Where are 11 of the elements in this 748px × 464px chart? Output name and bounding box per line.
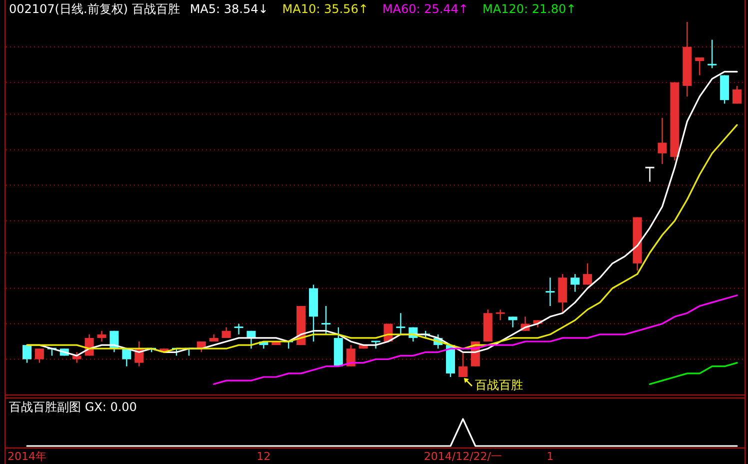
text: MA120: 21.80↑ — [482, 2, 576, 16]
chart-title: 002107(日线.前复权) 百战百胜 — [9, 2, 180, 16]
text: MA10: 35.56↑ — [282, 2, 368, 16]
chart-title: 百战百胜副图 GX: 0.00 — [9, 400, 137, 414]
x-tick-label: 2014年 — [8, 450, 46, 463]
annotation: 百战百胜 — [474, 378, 523, 392]
x-tick-label: 12 — [256, 450, 271, 463]
text: MA5: 38.54↓ — [190, 2, 268, 16]
x-tick-label: 1 — [546, 450, 554, 463]
text: MA60: 25.44↑ — [382, 2, 468, 16]
x-tick-label: 2014/12/22/一 — [424, 450, 502, 463]
